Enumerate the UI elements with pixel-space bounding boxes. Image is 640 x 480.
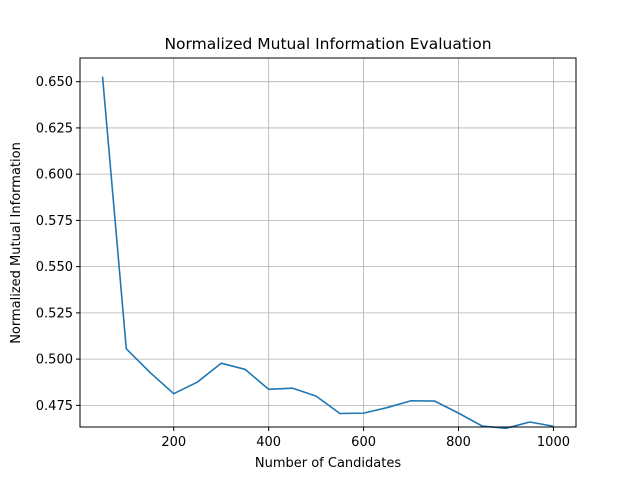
x-tick-label: 200 [161,435,186,450]
y-tick-label: 0.650 [36,75,73,90]
plot-frame [79,57,577,428]
x-tick-label: 400 [256,435,281,450]
y-tick-label: 0.600 [36,168,73,183]
y-axis-label: Normalized Mutual Information [9,142,24,344]
x-tick-label: 1000 [537,435,570,450]
x-axis-label: Number of Candidates [255,456,401,471]
y-tick-label: 0.525 [36,306,73,321]
y-tick-label: 0.550 [36,260,73,275]
y-tick-label: 0.625 [36,121,73,136]
y-axis-ticks: 0.475 0.500 0.525 0.550 0.575 0.600 0.625 0.650 [36,75,80,414]
chart-title: Normalized Mutual Information Evaluation [164,35,491,53]
y-tick-label: 0.500 [36,353,73,368]
x-axis-ticks: 200 400 600 800 1000 [161,427,570,450]
x-tick-label: 600 [351,435,376,450]
x-tick-label: 800 [446,435,471,450]
y-tick-label: 0.575 [36,214,73,229]
y-tick-label: 0.475 [36,399,73,414]
series-line-group [101,76,554,430]
series-line [101,76,554,430]
